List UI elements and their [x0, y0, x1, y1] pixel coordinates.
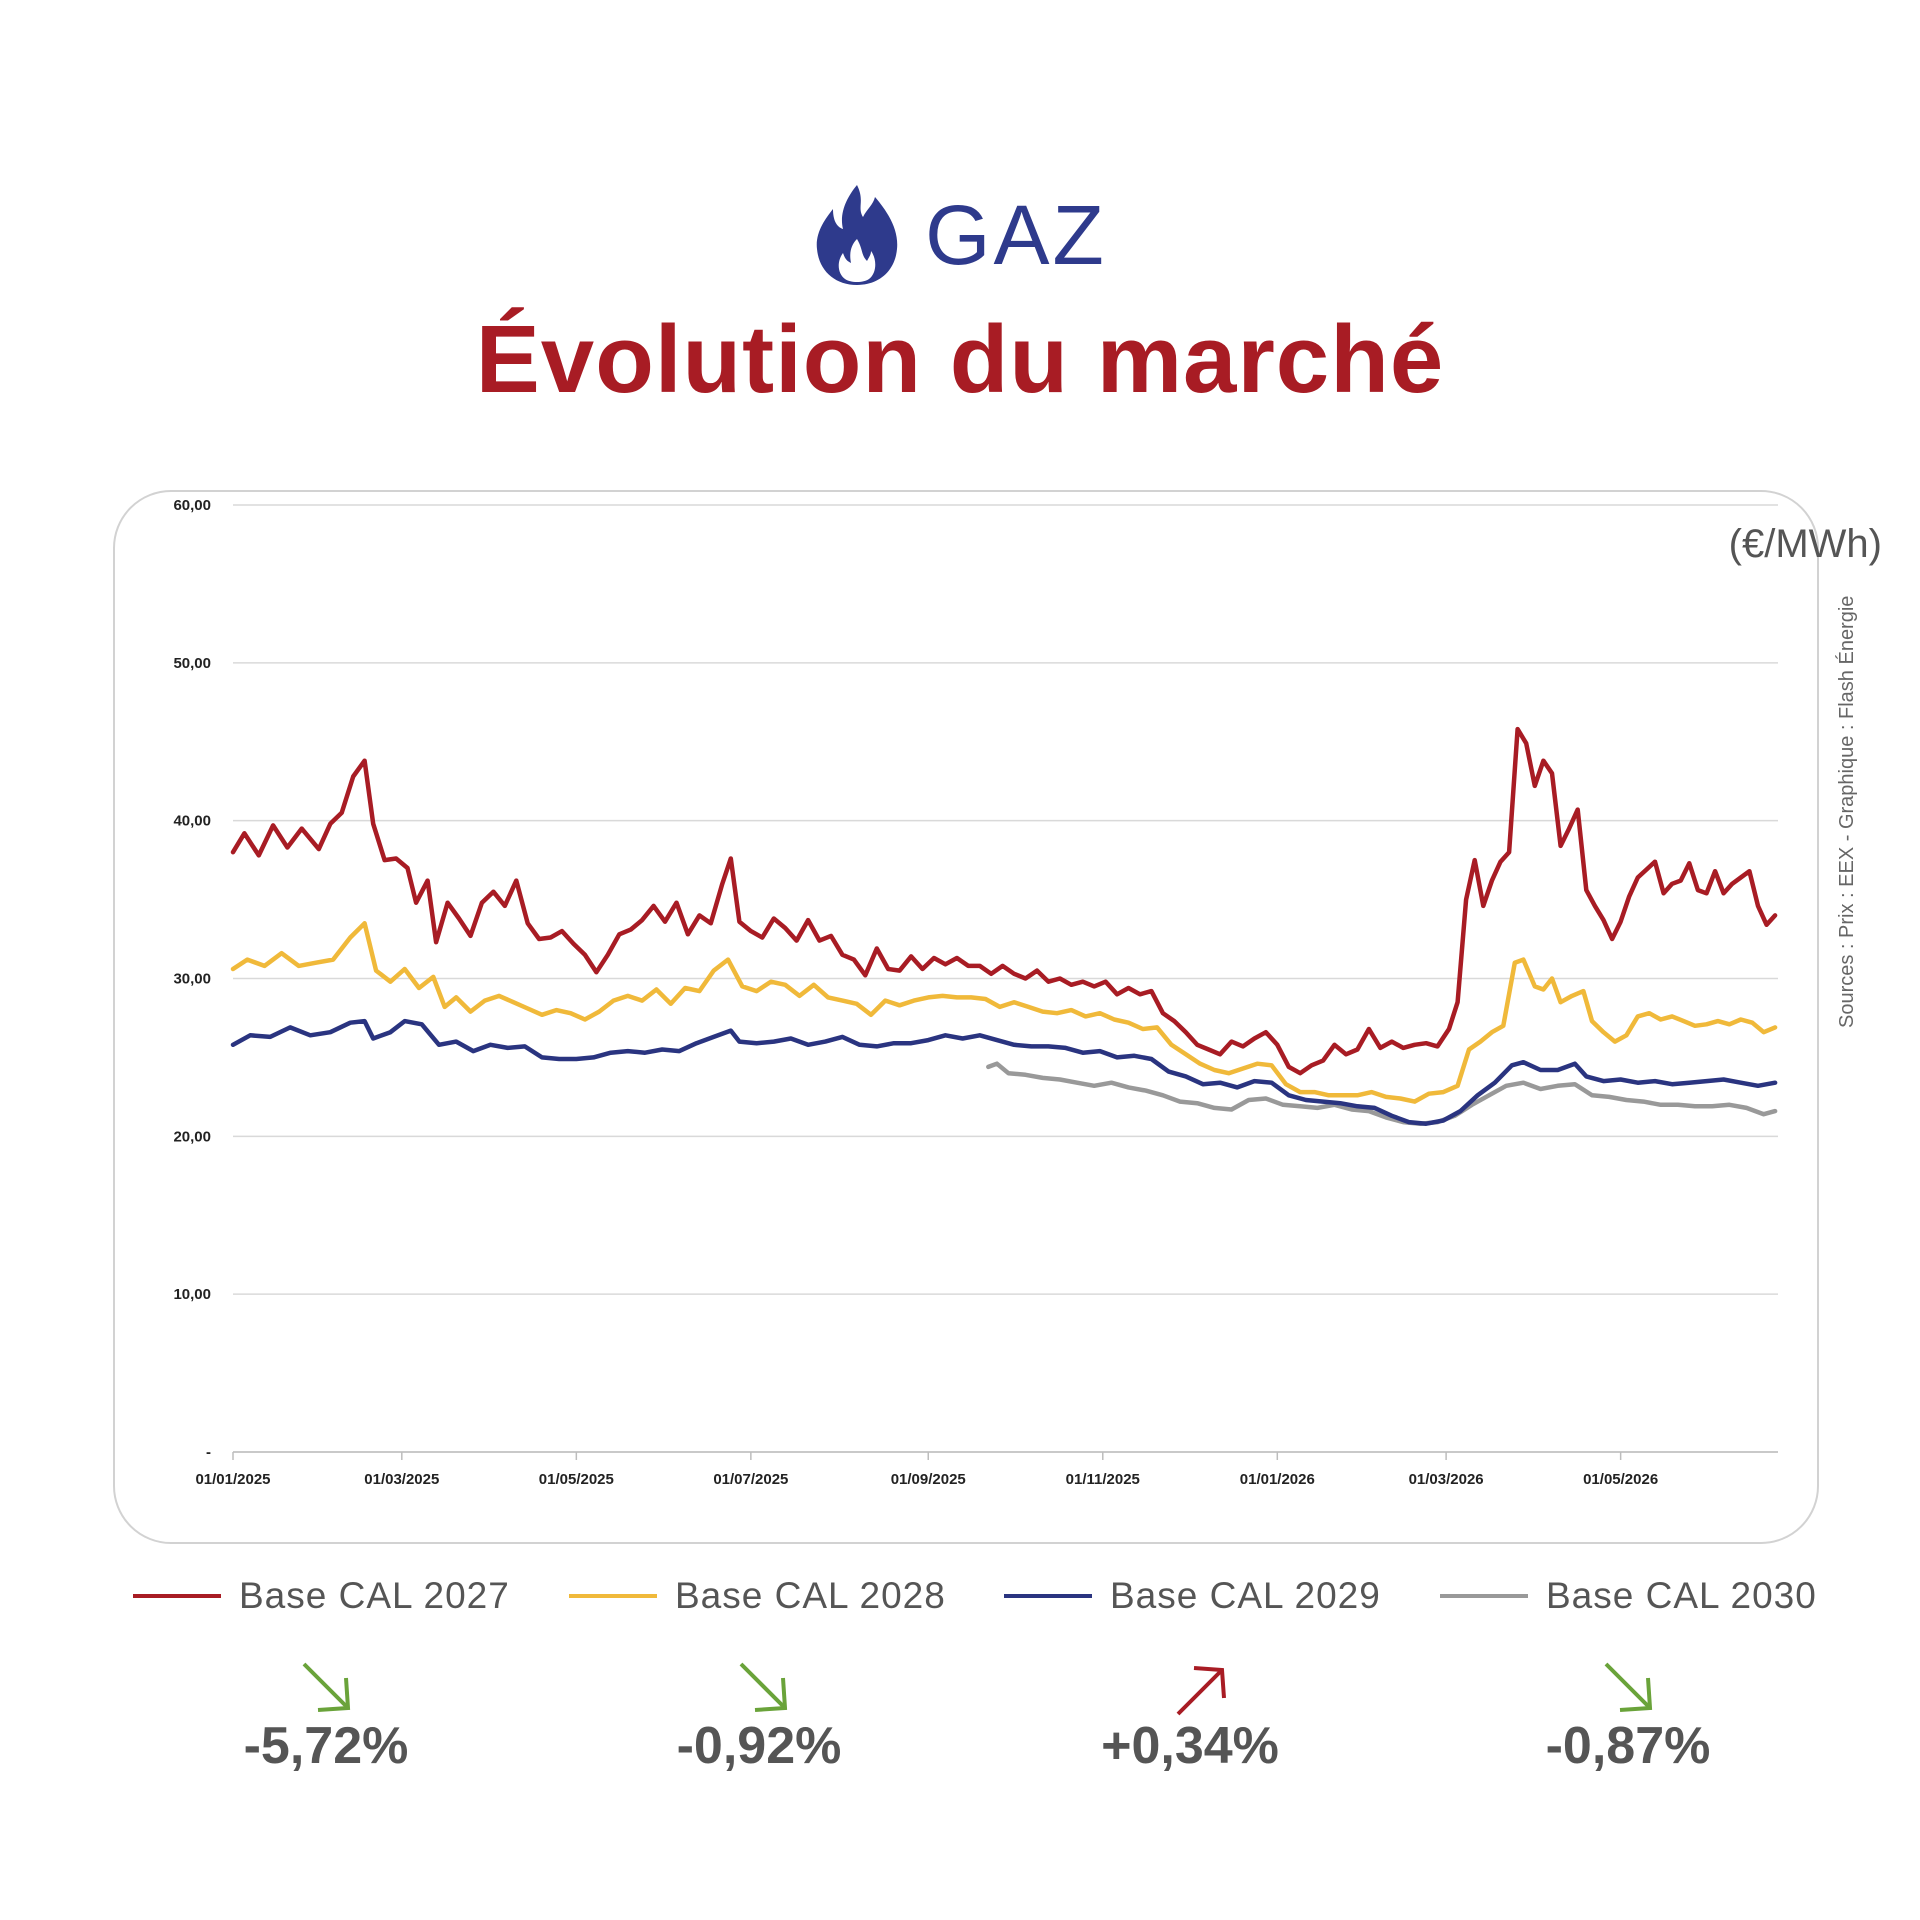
legend-item-cal-2027: Base CAL 2027 — [133, 1575, 510, 1617]
x-tick-label: 01/01/2025 — [195, 1471, 270, 1488]
series-line-base-cal-2028 — [230, 921, 1778, 1104]
x-tick-label: 01/11/2025 — [1066, 1471, 1140, 1488]
y-tick-label: - — [206, 1444, 211, 1461]
legend-swatch — [133, 1594, 221, 1598]
x-tick-label: 01/05/2026 — [1583, 1471, 1658, 1488]
change-cal-2030: -0,87% — [1545, 1717, 1711, 1775]
flame-icon — [816, 185, 898, 285]
legend-label: Base CAL 2030 — [1546, 1575, 1817, 1616]
line-chart: - 10,00 20,00 30,00 40,00 50,00 60,00 01/01/202… — [173, 497, 1778, 1488]
y-tick-label: 50,00 — [173, 655, 211, 672]
legend-swatch — [1004, 1594, 1092, 1598]
arrow-down-icon — [302, 1662, 351, 1712]
chart-card — [113, 490, 1819, 1544]
legend-swatch — [1440, 1594, 1528, 1598]
y-tick-label: 30,00 — [173, 971, 211, 988]
change-cal-2029: +0,34% — [1101, 1717, 1279, 1775]
legend-item-cal-2030: Base CAL 2030 — [1440, 1575, 1817, 1617]
y-tick-label: 20,00 — [173, 1128, 211, 1145]
category-label: GAZ — [925, 187, 1107, 282]
series-line-base-cal-2029 — [230, 1018, 1778, 1126]
header: GAZ — [0, 170, 1920, 300]
legend-label: Base CAL 2028 — [675, 1575, 946, 1616]
series-line-base-cal-2030 — [986, 1061, 1778, 1126]
x-tick-label: 01/03/2025 — [364, 1471, 439, 1488]
series-line-base-cal-2027 — [230, 726, 1778, 1076]
x-tick-label: 01/01/2026 — [1240, 1471, 1315, 1488]
y-tick-label: 40,00 — [173, 813, 211, 830]
unit-label: (€/MWh) — [1728, 522, 1882, 566]
legend-label: Base CAL 2027 — [239, 1575, 510, 1616]
x-tick-label: 01/03/2026 — [1409, 1471, 1484, 1488]
arrow-up-icon — [1176, 1666, 1226, 1716]
arrow-down-icon — [739, 1662, 788, 1712]
legend-label: Base CAL 2029 — [1110, 1575, 1381, 1616]
change-cal-2028: -0,92% — [676, 1717, 842, 1775]
arrow-down-icon — [1604, 1662, 1653, 1712]
change-cal-2027: -5,72% — [243, 1717, 409, 1775]
source-label: Sources : Prix : EEX - Graphique : Flash… — [1836, 595, 1858, 1028]
legend-swatch — [569, 1594, 657, 1598]
x-tick-label: 01/05/2025 — [539, 1471, 614, 1488]
y-tick-label: 60,00 — [173, 497, 211, 514]
legend-item-cal-2028: Base CAL 2028 — [569, 1575, 946, 1617]
y-tick-label: 10,00 — [173, 1286, 211, 1303]
legend-item-cal-2029: Base CAL 2029 — [1004, 1575, 1381, 1617]
x-tick-label: 01/09/2025 — [891, 1471, 966, 1488]
x-tick-label: 01/07/2025 — [713, 1471, 788, 1488]
page-title: Évolution du marché — [475, 306, 1445, 413]
